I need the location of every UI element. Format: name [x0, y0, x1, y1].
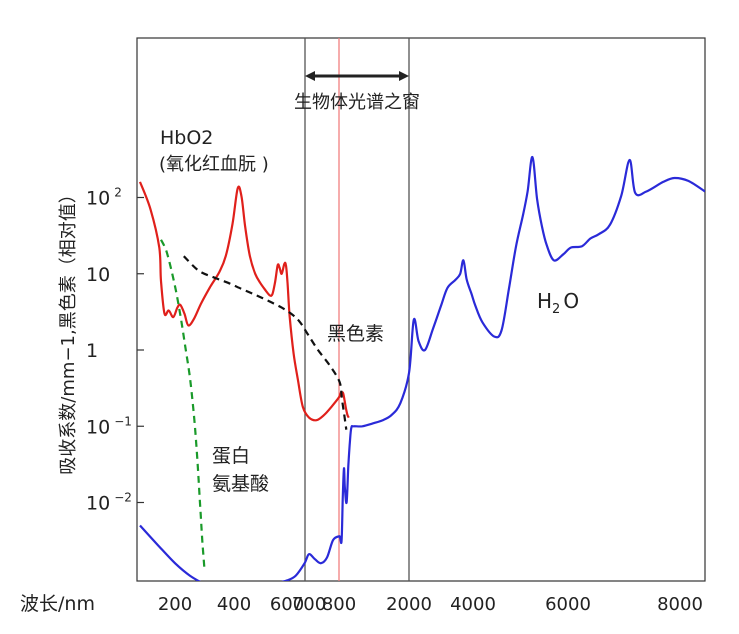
series-line-0	[138, 181, 350, 422]
window-label: 生物体光谱之窗	[294, 92, 420, 113]
x-tick-label-3: 700	[292, 594, 326, 615]
y-axis: 10 2 10 1 10−1 10−2	[86, 186, 144, 515]
x-tick-label-6: 4000	[450, 594, 496, 615]
protein-label-line1: 蛋白	[212, 445, 250, 467]
y-axis-title: 吸收系数/mm−1,黑色素（相对值）	[58, 185, 79, 474]
series-line-1	[160, 239, 206, 571]
window-range-arrow	[305, 71, 409, 81]
x-tick-label-1: 400	[217, 594, 251, 615]
y-tick-label-1: 10	[86, 264, 110, 286]
x-tick-label-2: 600	[270, 594, 304, 615]
y-tick-label-4: 10 −2	[86, 491, 132, 515]
hbo2-label: HbO2	[160, 127, 213, 149]
y-tick-label-2: 1	[86, 340, 98, 362]
series-line-3	[139, 155, 705, 581]
protein-label-line2: 氨基酸	[212, 473, 269, 495]
x-axis-title: 波长/nm	[20, 593, 95, 615]
x-tick-label-8: 8000	[657, 594, 703, 615]
series-layer	[138, 155, 705, 581]
y-tick-label-3: 10 −1	[86, 414, 132, 438]
series-line-2	[183, 255, 348, 430]
water-label: H2 O	[537, 289, 579, 317]
x-tick-label-7: 6000	[545, 594, 591, 615]
y-tick-label-0: 10 2	[86, 186, 122, 210]
x-tick-label-5: 2000	[386, 594, 432, 615]
melanin-label: 黑色素	[327, 323, 384, 345]
x-tick-label-0: 200	[158, 594, 192, 615]
x-tick-label-4: 800	[322, 594, 356, 615]
plot-area-frame	[136, 37, 706, 582]
hbo2-sublabel: (氧化红血朊 )	[159, 154, 269, 175]
